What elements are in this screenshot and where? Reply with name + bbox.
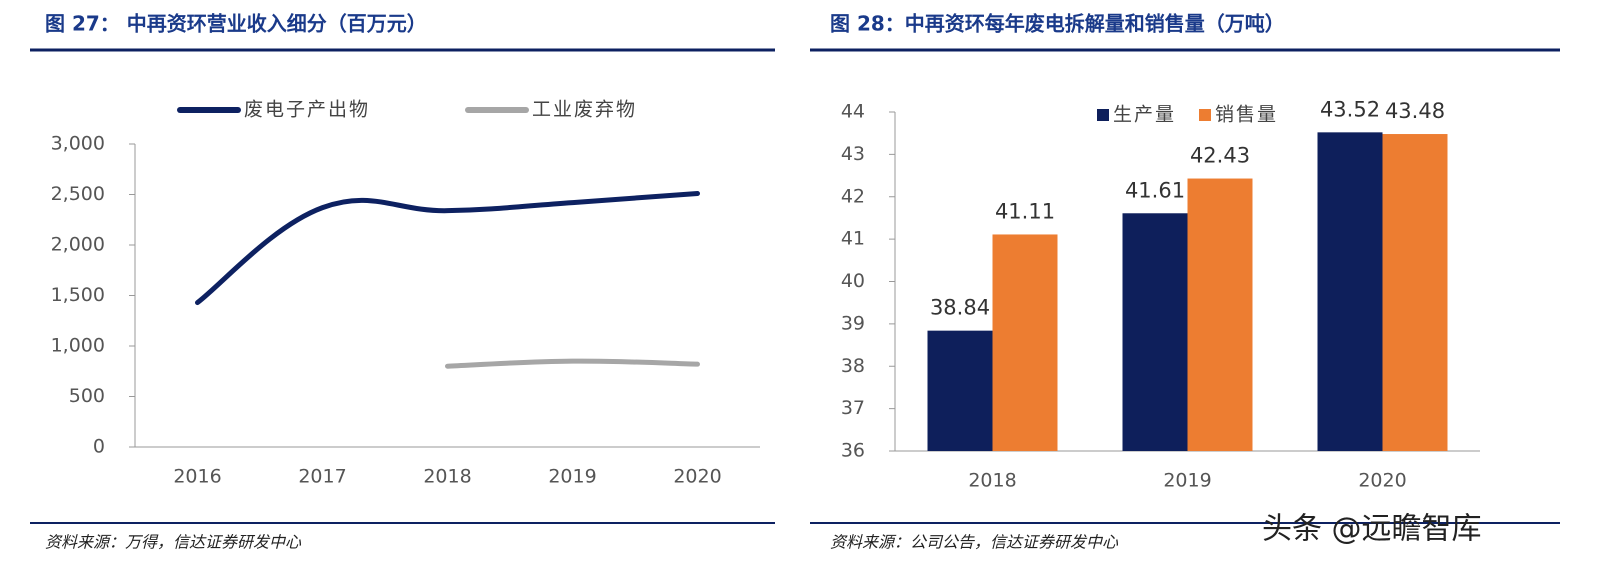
y-tick-label: 500 xyxy=(69,385,105,407)
chart-title: 图 27： 中再资环营业收入细分（百万元） xyxy=(45,12,427,36)
legend-label: 生产量 xyxy=(1113,104,1176,126)
value-label: 41.61 xyxy=(1125,178,1185,202)
x-tick-label: 2018 xyxy=(968,470,1016,492)
y-tick-label: 3,000 xyxy=(51,133,105,155)
source: 资料来源：公司公告，信达证券研发中心 xyxy=(830,533,1119,552)
y-tick-label: 43 xyxy=(841,143,865,165)
legend-swatch xyxy=(1097,109,1109,121)
source: 资料来源：万得，信达证券研发中心 xyxy=(45,533,302,552)
y-tick-label: 39 xyxy=(841,312,865,334)
y-tick-label: 44 xyxy=(841,101,865,123)
bar xyxy=(1187,178,1253,451)
y-tick-label: 40 xyxy=(841,270,865,292)
bar xyxy=(1382,134,1448,451)
y-tick-label: 36 xyxy=(841,440,865,462)
y-tick-label: 2,000 xyxy=(51,234,105,256)
x-tick-label: 2020 xyxy=(1358,470,1406,492)
y-tick-label: 0 xyxy=(93,436,105,458)
y-tick-label: 38 xyxy=(841,355,865,377)
y-tick-label: 42 xyxy=(841,185,865,207)
y-tick-label: 1,500 xyxy=(51,284,105,306)
chart-title: 图 28：中再资环每年废电拆解量和销售量（万吨） xyxy=(830,12,1285,36)
line xyxy=(195,190,700,306)
bar xyxy=(927,330,993,451)
value-label: 43.52 xyxy=(1320,97,1380,121)
legend-label: 销售量 xyxy=(1215,104,1278,126)
x-tick-label: 2016 xyxy=(173,466,221,488)
bar xyxy=(992,234,1058,451)
x-tick-label: 2020 xyxy=(673,466,721,488)
x-tick-label: 2019 xyxy=(1163,470,1211,492)
bar xyxy=(1122,213,1188,451)
bar xyxy=(1317,132,1383,451)
x-tick-label: 2017 xyxy=(298,466,346,488)
y-tick-label: 1,000 xyxy=(51,335,105,357)
y-tick-label: 2,500 xyxy=(51,183,105,205)
value-label: 42.43 xyxy=(1190,144,1250,168)
watermark: 头条 @远瞻智库 xyxy=(1262,512,1482,547)
legend-swatch xyxy=(1199,109,1211,121)
y-tick-label: 41 xyxy=(841,228,865,250)
value-label: 43.48 xyxy=(1385,99,1445,123)
x-tick-label: 2019 xyxy=(548,466,596,488)
x-tick-label: 2018 xyxy=(423,466,471,488)
legend-label: 废电子产出物 xyxy=(244,99,370,121)
value-label: 38.84 xyxy=(930,296,990,320)
value-label: 41.11 xyxy=(995,199,1055,223)
y-tick-label: 37 xyxy=(841,397,865,419)
line xyxy=(445,358,700,369)
legend-label: 工业废弃物 xyxy=(532,99,637,121)
